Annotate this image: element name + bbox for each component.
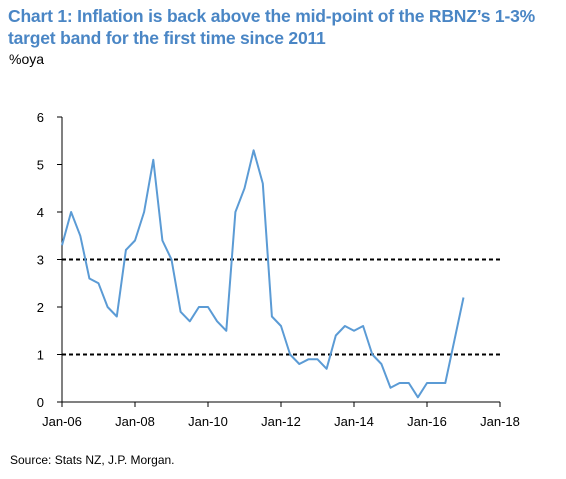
y-tick-label: 4 [37,205,44,220]
x-tick-label: Jan-06 [42,414,82,429]
y-tick-label: 3 [37,253,44,268]
x-tick-label: Jan-16 [407,414,447,429]
y-tick-label: 6 [37,110,44,125]
y-tick-label: 5 [37,158,44,173]
source-note: Source: Stats NZ, J.P. Morgan. [10,453,175,467]
y-tick-label: 1 [37,348,44,363]
unit-label: %oya [9,51,45,67]
x-tick-label: Jan-08 [115,414,155,429]
x-tick-label: Jan-10 [188,414,228,429]
chart-title: Chart 1: Inflation is back above the mid… [8,6,535,48]
x-tick-label: Jan-12 [261,414,301,429]
y-tick-label: 2 [37,300,44,315]
y-tick-label: 0 [37,395,44,410]
inflation-series-line [61,149,465,399]
x-tick-label: Jan-14 [334,414,374,429]
x-tick-label: Jan-18 [480,414,520,429]
